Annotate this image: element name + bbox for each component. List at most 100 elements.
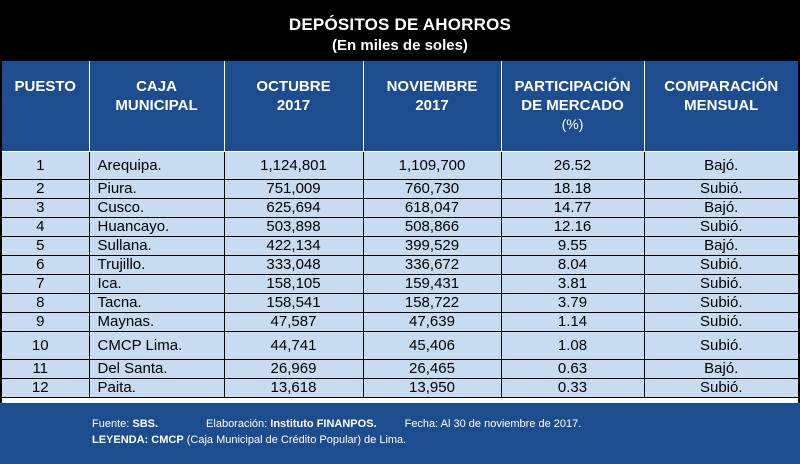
cell-octubre: 333,048 <box>224 255 364 275</box>
cell-participacion: 12.16 <box>501 217 645 237</box>
cell-puesto: 1 <box>2 151 90 180</box>
cell-participacion: 14.77 <box>501 198 645 218</box>
footer-source-line: Fuente: SBS. Elaboración: Instituto FINAN… <box>92 418 581 430</box>
cell-participacion: 0.63 <box>501 359 645 379</box>
cell-comparacion: Bajó. <box>644 198 798 218</box>
cell-caja: Ica. <box>89 274 225 294</box>
cell-puesto: 2 <box>2 179 90 199</box>
header-noviembre: NOVIEMBRE 2017 <box>363 61 502 152</box>
table-row: 12 Paita. 13,618 13,950 0.33 Subió. <box>2 378 798 398</box>
header-participacion: PARTICIPACIÓN DE MERCADO (%) <box>501 61 645 152</box>
cell-octubre: 47,587 <box>224 312 364 332</box>
cell-puesto: 6 <box>2 255 90 275</box>
header-comparacion: COMPARACIÓN MENSUAL <box>644 61 798 152</box>
cell-noviembre: 158,722 <box>363 293 502 313</box>
header-caja: CAJA MUNICIPAL <box>89 61 225 152</box>
cell-comparacion: Subió. <box>644 255 798 275</box>
cell-caja: Piura. <box>89 179 225 199</box>
cell-comparacion: Bajó. <box>644 236 798 256</box>
cell-noviembre: 508,866 <box>363 217 502 237</box>
table-header: PUESTO CAJA MUNICIPAL OCTUBRE 2017 NOVIEMB… <box>2 61 798 152</box>
cell-caja: Arequipa. <box>89 151 225 180</box>
cell-puesto: 10 <box>2 331 90 360</box>
cell-noviembre: 1,109,700 <box>363 151 502 180</box>
header-caja-line2: MUNICIPAL <box>115 97 198 114</box>
cell-octubre: 751,009 <box>224 179 364 199</box>
cell-participacion: 3.79 <box>501 293 645 313</box>
footer-legend-line: LEYENDA: CMCP (Caja Municipal de Crédito… <box>92 434 406 446</box>
footer: Fuente: SBS. Elaboración: Instituto FINAN… <box>0 403 800 464</box>
table-row: 6 Trujillo. 333,048 336,672 8.04 Subió. <box>2 255 798 275</box>
deposits-table: PUESTO CAJA MUNICIPAL OCTUBRE 2017 NOVIEMB… <box>2 61 798 398</box>
leyenda-label: LEYENDA: <box>92 434 152 446</box>
table-row: 4 Huancayo. 503,898 508,866 12.16 Subió. <box>2 217 798 237</box>
cell-caja: Sullana. <box>89 236 225 256</box>
cell-comparacion: Subió. <box>644 217 798 237</box>
elaboracion-label: Elaboración: <box>206 418 271 430</box>
table-body: 1 Arequipa. 1,124,801 1,109,700 26.52 Bajó. 2 P… <box>2 151 798 398</box>
cell-puesto: 11 <box>2 359 90 379</box>
cell-participacion: 1.08 <box>501 331 645 360</box>
header-octubre-line1: OCTUBRE <box>256 78 331 95</box>
title-bar: DEPÓSITOS DE AHORROS (En miles de soles) <box>0 0 800 61</box>
page-subtitle: (En miles de soles) <box>332 37 468 54</box>
cell-participacion: 1.14 <box>501 312 645 332</box>
header-noviembre-line2: 2017 <box>415 97 449 114</box>
cell-comparacion: Bajó. <box>644 359 798 379</box>
table-row: 5 Sullana. 422,134 399,529 9.55 Bajó. <box>2 236 798 256</box>
cell-octubre: 13,618 <box>224 378 364 398</box>
cell-participacion: 3.81 <box>501 274 645 294</box>
table-row: 7 Ica. 158,105 159,431 3.81 Subió. <box>2 274 798 294</box>
fecha-text: Fecha: Al 30 de noviembre de 2017. <box>404 418 582 430</box>
cell-participacion: 18.18 <box>501 179 645 199</box>
table-row: 9 Maynas. 47,587 47,639 1.14 Subió. <box>2 312 798 332</box>
cell-noviembre: 45,406 <box>363 331 502 360</box>
cell-noviembre: 47,639 <box>363 312 502 332</box>
table-row: 8 Tacna. 158,541 158,722 3.79 Subió. <box>2 293 798 313</box>
cell-participacion: 9.55 <box>501 236 645 256</box>
table-row: 3 Cusco. 625,694 618,047 14.77 Bajó. <box>2 198 798 218</box>
header-row: PUESTO CAJA MUNICIPAL OCTUBRE 2017 NOVIEMB… <box>2 61 798 152</box>
cell-noviembre: 13,950 <box>363 378 502 398</box>
cell-participacion: 0.33 <box>501 378 645 398</box>
cell-puesto: 3 <box>2 198 90 218</box>
cell-comparacion: Subió. <box>644 378 798 398</box>
cell-comparacion: Subió. <box>644 331 798 360</box>
table-area: PUESTO CAJA MUNICIPAL OCTUBRE 2017 NOVIEMB… <box>2 61 798 403</box>
cell-noviembre: 618,047 <box>363 198 502 218</box>
leyenda-text: (Caja Municipal de Crédito Popular) de L… <box>183 434 407 446</box>
table-row: 10 CMCP Lima. 44,741 45,406 1.08 Subió. <box>2 331 798 360</box>
cell-puesto: 4 <box>2 217 90 237</box>
cell-caja: CMCP Lima. <box>89 331 225 360</box>
table-row: 11 Del Santa. 26,969 26,465 0.63 Bajó. <box>2 359 798 379</box>
cell-caja: Maynas. <box>89 312 225 332</box>
cell-comparacion: Subió. <box>644 312 798 332</box>
cell-caja: Cusco. <box>89 198 225 218</box>
cell-noviembre: 159,431 <box>363 274 502 294</box>
cell-octubre: 503,898 <box>224 217 364 237</box>
cell-octubre: 158,541 <box>224 293 364 313</box>
header-caja-line1: CAJA <box>136 78 177 95</box>
cell-noviembre: 760,730 <box>363 179 502 199</box>
cell-octubre: 625,694 <box>224 198 364 218</box>
header-participacion-unit: (%) <box>561 116 584 132</box>
cell-puesto: 9 <box>2 312 90 332</box>
header-participacion-line1: PARTICIPACIÓN <box>514 78 631 95</box>
table-row: 2 Piura. 751,009 760,730 18.18 Subió. <box>2 179 798 199</box>
elaboracion-value: Instituto FINANPOS. <box>270 418 377 430</box>
leyenda-abbr: CMCP <box>151 434 184 446</box>
cell-comparacion: Subió. <box>644 179 798 199</box>
cell-noviembre: 399,529 <box>363 236 502 256</box>
cell-participacion: 26.52 <box>501 151 645 180</box>
cell-puesto: 7 <box>2 274 90 294</box>
header-octubre-line2: 2017 <box>276 97 311 114</box>
cell-puesto: 5 <box>2 236 90 256</box>
fuente-label: Fuente: <box>92 418 133 430</box>
cell-caja: Trujillo. <box>89 255 225 275</box>
header-octubre: OCTUBRE 2017 <box>224 61 364 152</box>
cell-octubre: 422,134 <box>224 236 364 256</box>
cell-comparacion: Subió. <box>644 274 798 294</box>
cell-octubre: 44,741 <box>224 331 364 360</box>
header-participacion-line2: DE MERCADO <box>521 97 624 114</box>
